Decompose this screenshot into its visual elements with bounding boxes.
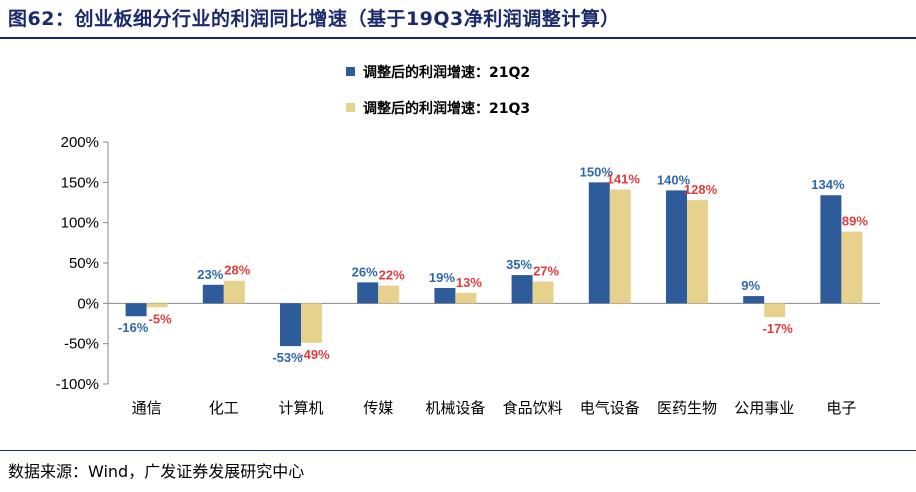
- data-label-21q3: 128%: [684, 182, 718, 197]
- x-tick-label: 电子: [826, 399, 856, 417]
- bar-21q2: [511, 275, 533, 304]
- bar-21q2: [280, 303, 301, 347]
- data-label-21q3: -17%: [763, 321, 794, 336]
- bar-21q2: [666, 190, 687, 304]
- bar-21q2: [202, 284, 224, 304]
- y-tick-label: 50%: [69, 255, 99, 272]
- bar-21q3: [532, 281, 554, 304]
- y-tick-label: 100%: [61, 215, 99, 232]
- data-label-21q3: -5%: [149, 311, 173, 326]
- data-label-21q3: 13%: [456, 275, 482, 290]
- bar-21q2: [434, 288, 456, 304]
- data-label-21q3: 22%: [379, 268, 405, 283]
- bar-21q2: [125, 303, 147, 317]
- y-tick-label: -50%: [64, 336, 99, 353]
- data-label-21q2: 9%: [741, 278, 760, 293]
- source-divider: [0, 450, 916, 451]
- legend-swatch-21q3: [346, 103, 355, 112]
- y-tick-label: 0%: [77, 295, 99, 312]
- data-label-21q3: 89%: [842, 214, 868, 229]
- data-label-21q3: 27%: [533, 264, 559, 279]
- y-tick-label: -100%: [56, 376, 99, 393]
- bar-21q3: [223, 280, 245, 304]
- legend-swatch-21q2: [346, 67, 355, 76]
- y-tick-label: 150%: [61, 174, 99, 191]
- bar-21q2: [743, 296, 765, 304]
- x-tick-label: 医药生物: [657, 399, 717, 417]
- data-label-21q2: 140%: [657, 172, 691, 187]
- legend-item-21q3: 调整后的利润增速：21Q3: [346, 98, 530, 118]
- bar-21q3: [764, 303, 786, 318]
- x-tick-label: 计算机: [278, 399, 323, 417]
- bar-chart: -100% -50% 0% 50% 100% 150% 200% -16%-5% 通信 23% 28…: [56, 134, 880, 417]
- x-tick-label: 食品饮料: [503, 399, 563, 417]
- bar-21q3: [455, 292, 477, 304]
- bar-21q3: [301, 303, 322, 343]
- bar-21q2: [588, 182, 610, 304]
- bar-21q3: [687, 200, 708, 304]
- x-tick-label: 电气设备: [580, 399, 640, 417]
- x-tick-label: 机械设备: [425, 399, 485, 417]
- data-label-21q2: 23%: [197, 267, 223, 282]
- data-label-21q2: 35%: [506, 257, 532, 272]
- data-label-21q2: 134%: [811, 177, 845, 192]
- data-label-21q3: 28%: [224, 263, 250, 278]
- bar-21q3: [378, 285, 400, 304]
- legend-label-21q3: 调整后的利润增速：21Q3: [363, 101, 531, 117]
- data-label-21q2: 26%: [352, 264, 378, 279]
- x-tick-label: 化工: [209, 399, 239, 417]
- bar-21q3: [841, 231, 863, 304]
- data-label-21q2: 150%: [580, 164, 614, 179]
- data-label-21q3: -49%: [299, 347, 330, 362]
- bar-21q3: [146, 303, 168, 308]
- data-label-21q2: 19%: [429, 270, 455, 285]
- legend-label-21q2: 调整后的利润增速：21Q2: [363, 65, 531, 81]
- bar-21q2: [820, 195, 842, 304]
- legend-item-21q2: 调整后的利润增速：21Q2: [346, 62, 530, 82]
- title-divider: [0, 37, 916, 39]
- x-tick-label: 传媒: [363, 399, 393, 417]
- chart-title: 图62：创业板细分行业的利润同比增速（基于19Q3净利润调整计算）: [8, 8, 620, 30]
- x-tick-label: 通信: [132, 399, 162, 417]
- bar-21q3: [609, 189, 631, 304]
- data-label-21q3: 141%: [607, 172, 641, 187]
- data-label-21q2: -53%: [272, 350, 303, 365]
- source-note: 数据来源：Wind，广发证券发展研究中心: [8, 462, 305, 481]
- y-tick-label: 200%: [61, 134, 99, 151]
- x-tick-label: 公用事业: [734, 399, 794, 417]
- data-label-21q2: -16%: [118, 320, 149, 335]
- bar-21q2: [357, 282, 379, 304]
